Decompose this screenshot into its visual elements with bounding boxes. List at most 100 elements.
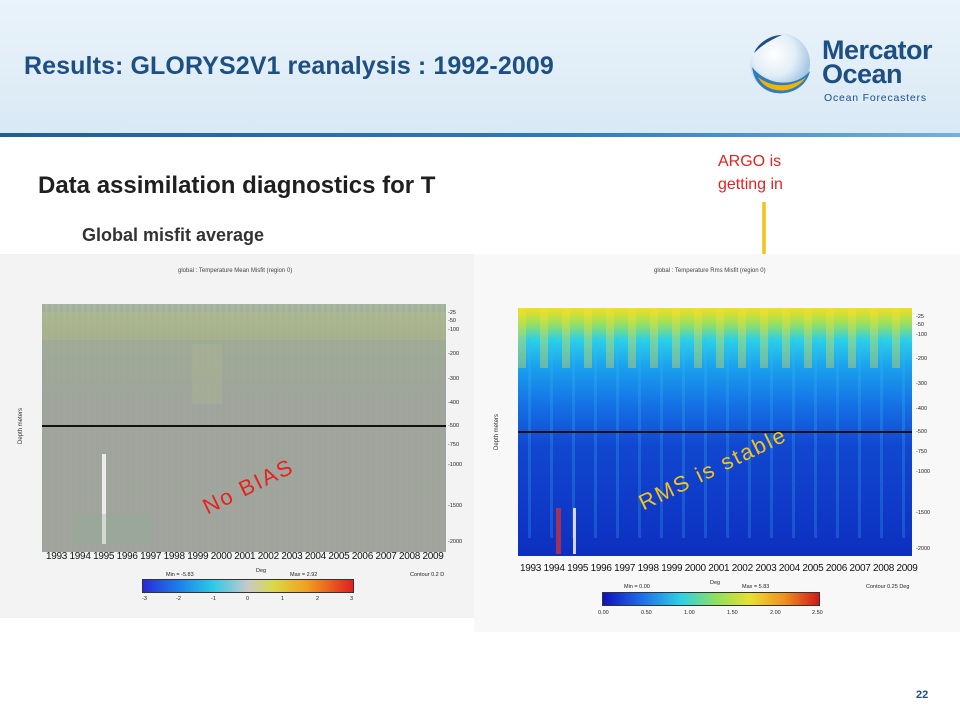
- cbar-tick: 0.50: [641, 610, 652, 616]
- x-tick: 2008: [398, 551, 421, 562]
- x-tick: 1996: [116, 551, 138, 562]
- y-tick: -1500: [448, 503, 463, 509]
- y-tick: -100: [916, 332, 928, 338]
- x-tick: 2000: [684, 563, 706, 574]
- x-tick: 1994: [69, 551, 91, 562]
- x-tick: 2004: [778, 563, 800, 574]
- cbar-min-label: Min = -5.83: [166, 572, 194, 578]
- cbar-tick: -1: [211, 596, 216, 602]
- y-tick: -400: [916, 406, 928, 412]
- x-tick: 2009: [896, 563, 918, 574]
- cbar-tick: 1.00: [684, 610, 695, 616]
- x-tick: 2000: [210, 551, 232, 562]
- logo-line-2: Ocean: [822, 59, 903, 89]
- x-tick: 2001: [234, 551, 256, 562]
- x-tick: 2007: [849, 563, 871, 574]
- y-tick: -1000: [448, 462, 463, 468]
- y-tick: -2000: [916, 546, 931, 552]
- x-tick: 1999: [187, 551, 209, 562]
- globe-logo-icon: [750, 33, 810, 94]
- mean-misfit-y-label: Depth meters: [18, 407, 24, 444]
- mean-misfit-plot-title: global : Temperature Mean Misfit (region…: [178, 268, 293, 274]
- logo-line-1: Mercator: [822, 35, 933, 65]
- logo-tagline: Ocean Forecasters: [824, 92, 927, 104]
- cbar-unit-label: Deg: [710, 580, 721, 586]
- y-tick: -300: [916, 381, 928, 387]
- x-tick: 1993: [520, 563, 542, 574]
- x-tick: 2001: [708, 563, 730, 574]
- x-tick: 2006: [825, 563, 847, 574]
- mean-misfit-reference-line: [42, 425, 446, 427]
- cbar-tick: 2.50: [812, 610, 823, 616]
- y-tick: -200: [448, 351, 460, 357]
- cbar-tick: 3: [350, 596, 354, 602]
- y-tick: -50: [916, 322, 924, 328]
- x-tick: 2003: [281, 551, 303, 562]
- x-tick: 1993: [46, 551, 68, 562]
- x-tick: 2009: [422, 551, 444, 562]
- cbar-tick: 2: [316, 596, 320, 602]
- cbar-tick: 1: [281, 596, 285, 602]
- y-tick: -400: [448, 400, 460, 406]
- section-subheading: Global misfit average: [82, 225, 265, 245]
- x-tick: 2004: [304, 551, 326, 562]
- cbar-max-label: Max = 5.83: [742, 584, 770, 590]
- y-tick: -100: [448, 327, 460, 333]
- x-tick: 1997: [614, 563, 636, 574]
- x-tick: 2005: [328, 551, 350, 562]
- cbar-tick: 0.00: [598, 610, 609, 616]
- rms-misfit-panel: global : Temperature Rms Misfit (region …: [474, 254, 960, 632]
- x-tick: 1995: [93, 551, 115, 562]
- cbar-contour-label: Contour 0.2 D: [410, 572, 445, 578]
- rms-misfit-reference-line: [518, 431, 912, 433]
- rms-misfit-plot-title: global : Temperature Rms Misfit (region …: [654, 268, 766, 274]
- cbar-contour-label: Contour 0.25 Deg: [866, 584, 910, 590]
- y-tick: -500: [916, 429, 928, 435]
- y-tick: -1500: [916, 510, 931, 516]
- cbar-min-label: Min = 0.00: [624, 584, 650, 590]
- y-tick: -750: [448, 442, 460, 448]
- y-tick: -1000: [916, 469, 931, 475]
- x-tick: 2008: [872, 563, 895, 574]
- x-tick: 1999: [661, 563, 683, 574]
- rms-misfit-colorbar: [602, 592, 820, 606]
- rms-misfit-x-axis: 1993 1994 1995 1996 1997 1998 1999 2000 …: [520, 563, 918, 574]
- cbar-tick: -3: [142, 596, 147, 602]
- x-tick: 2003: [755, 563, 777, 574]
- y-tick: -750: [916, 449, 928, 455]
- cbar-tick: 1.50: [727, 610, 738, 616]
- cbar-tick: 2.00: [770, 610, 781, 616]
- x-tick: 2005: [802, 563, 824, 574]
- mean-misfit-x-axis: 1993 1994 1995 1996 1997 1998 1999 2000 …: [46, 551, 444, 562]
- x-tick: 1994: [543, 563, 565, 574]
- y-tick: -200: [916, 356, 928, 362]
- x-tick: 1998: [637, 563, 659, 574]
- x-tick: 1995: [567, 563, 589, 574]
- section-heading: Data assimilation diagnostics for T: [38, 172, 436, 199]
- x-tick: 1996: [590, 563, 612, 574]
- argo-line-1: ARGO is: [718, 153, 782, 170]
- x-tick: 2002: [731, 563, 753, 574]
- argo-line-2: getting in: [718, 176, 783, 193]
- slide-title: Results: GLORYS2V1 reanalysis : 1992-200…: [24, 52, 554, 80]
- mean-misfit-panel: global : Temperature Mean Misfit (region…: [0, 254, 474, 618]
- y-tick: -500: [448, 423, 460, 429]
- cbar-max-label: Max = 2.92: [290, 572, 318, 578]
- logo-wordmark: Mercator Ocean: [822, 35, 933, 89]
- page-number: 22: [916, 689, 929, 701]
- y-tick: -25: [916, 314, 924, 320]
- y-tick: -300: [448, 376, 460, 382]
- mean-misfit-colorbar: [142, 579, 354, 593]
- cbar-tick: 0: [246, 596, 250, 602]
- x-tick: 1998: [163, 551, 185, 562]
- cbar-tick: -2: [176, 596, 181, 602]
- y-tick: -2000: [448, 539, 463, 545]
- x-tick: 2006: [351, 551, 373, 562]
- y-tick: -25: [448, 310, 456, 316]
- mercator-logo: Mercator Ocean Ocean Forecasters: [748, 28, 938, 110]
- header-divider: [0, 133, 960, 137]
- x-tick: 1997: [140, 551, 162, 562]
- cbar-unit-label: Deg: [256, 568, 267, 574]
- mean-misfit-heatmap: [42, 304, 446, 552]
- x-tick: 2007: [375, 551, 397, 562]
